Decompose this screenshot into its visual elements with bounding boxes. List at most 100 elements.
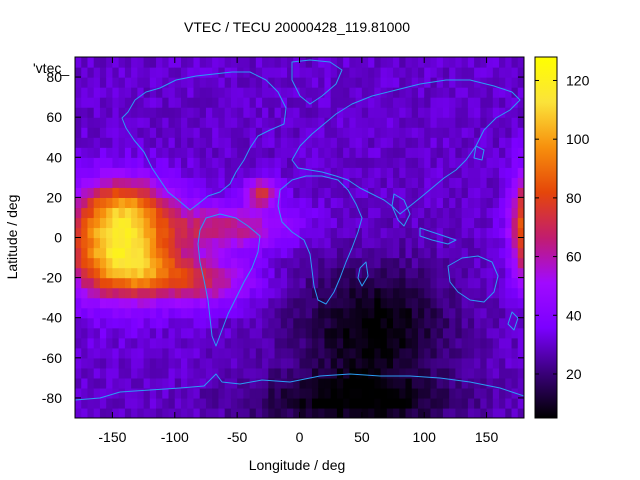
heatmap-cell — [174, 77, 182, 88]
heatmap-cell — [399, 307, 407, 319]
heatmap-cell — [417, 397, 425, 409]
heatmap-cell — [343, 127, 350, 138]
heatmap-cell — [131, 187, 138, 198]
heatmap-cell — [106, 377, 114, 389]
heatmap-cell — [199, 337, 207, 349]
heatmap-cell — [149, 127, 157, 138]
heatmap-cell — [436, 397, 444, 409]
heatmap-cell — [349, 217, 357, 229]
heatmap-cell — [149, 397, 157, 409]
heatmap-cell — [293, 97, 301, 108]
heatmap-cell — [287, 177, 294, 188]
colorbar-tick-label: 100 — [566, 131, 590, 147]
heatmap-cell — [162, 277, 170, 289]
heatmap-cell — [193, 247, 201, 259]
heatmap-cell — [467, 307, 475, 319]
heatmap-cell — [511, 287, 519, 299]
heatmap-cell — [324, 327, 332, 339]
heatmap-cell — [162, 87, 170, 98]
heatmap-cell — [386, 157, 394, 168]
heatmap-cell — [305, 67, 313, 78]
heatmap-cell — [168, 167, 176, 178]
heatmap-cell — [81, 297, 89, 309]
heatmap-cell — [343, 107, 350, 118]
heatmap-cell — [449, 337, 457, 349]
heatmap-cell — [199, 57, 207, 68]
heatmap-cell — [311, 107, 319, 118]
heatmap-cell — [380, 187, 388, 198]
heatmap-cell — [199, 327, 207, 339]
heatmap-cell — [343, 207, 350, 219]
y-tick-label: 40 — [46, 149, 62, 165]
heatmap-cell — [268, 377, 276, 389]
heatmap-cell — [174, 287, 182, 299]
heatmap-cell — [224, 237, 232, 249]
heatmap-cell — [174, 387, 182, 399]
heatmap-cell — [293, 207, 301, 219]
heatmap-cell — [492, 167, 500, 178]
heatmap-cell — [455, 307, 463, 319]
heatmap-cell — [274, 177, 282, 188]
heatmap-cell — [243, 207, 251, 219]
heatmap-cell — [218, 337, 226, 349]
heatmap-cell — [455, 327, 463, 339]
heatmap-cell — [112, 247, 120, 259]
heatmap-cell — [368, 347, 375, 359]
heatmap-cell — [399, 107, 407, 118]
heatmap-cell — [343, 297, 350, 309]
heatmap-cell — [299, 227, 307, 239]
heatmap-cell — [486, 377, 494, 389]
heatmap-cell — [336, 397, 344, 409]
heatmap-cell — [143, 137, 151, 148]
heatmap-cell — [149, 367, 157, 379]
heatmap-cell — [349, 117, 357, 128]
heatmap-cell — [237, 167, 244, 178]
heatmap-cell — [399, 347, 407, 359]
heatmap-cell — [480, 377, 488, 389]
heatmap-cell — [492, 187, 500, 198]
heatmap-cell — [262, 377, 269, 389]
heatmap-cell — [262, 217, 269, 229]
heatmap-cell — [480, 87, 488, 98]
heatmap-cell — [287, 257, 294, 269]
heatmap-cell — [124, 297, 132, 309]
heatmap-cell — [106, 227, 114, 239]
heatmap-cell — [449, 347, 457, 359]
heatmap-cell — [330, 107, 338, 118]
heatmap-cell — [393, 117, 400, 128]
heatmap-cell — [199, 197, 207, 209]
heatmap-cell — [137, 147, 145, 158]
heatmap-cell — [311, 307, 319, 319]
heatmap-cell — [168, 387, 176, 399]
heatmap-cell — [124, 387, 132, 399]
heatmap-cell — [255, 217, 263, 229]
heatmap-cell — [349, 247, 357, 259]
heatmap-cell — [324, 227, 332, 239]
heatmap-cell — [492, 377, 500, 389]
heatmap-cell — [436, 267, 444, 279]
heatmap-cell — [480, 107, 488, 118]
heatmap-cell — [430, 287, 438, 299]
heatmap-cell — [293, 127, 301, 138]
heatmap-cell — [87, 207, 95, 219]
heatmap-cell — [492, 77, 500, 88]
heatmap-cell — [305, 107, 313, 118]
heatmap-cell — [75, 407, 82, 418]
heatmap-cell — [330, 347, 338, 359]
heatmap-cell — [380, 257, 388, 269]
heatmap-cell — [486, 137, 494, 148]
heatmap-cell — [386, 287, 394, 299]
heatmap-cell — [361, 287, 369, 299]
heatmap-cell — [449, 157, 457, 168]
heatmap-cell — [187, 157, 195, 168]
heatmap-cell — [430, 147, 438, 158]
heatmap-cell — [411, 247, 419, 259]
heatmap-cell — [143, 257, 151, 269]
heatmap-cell — [218, 137, 226, 148]
heatmap-cell — [81, 317, 89, 329]
heatmap-cell — [131, 247, 138, 259]
heatmap-cell — [243, 197, 251, 209]
heatmap-cell — [393, 207, 400, 219]
heatmap-cell — [118, 267, 126, 279]
heatmap-cell — [299, 207, 307, 219]
